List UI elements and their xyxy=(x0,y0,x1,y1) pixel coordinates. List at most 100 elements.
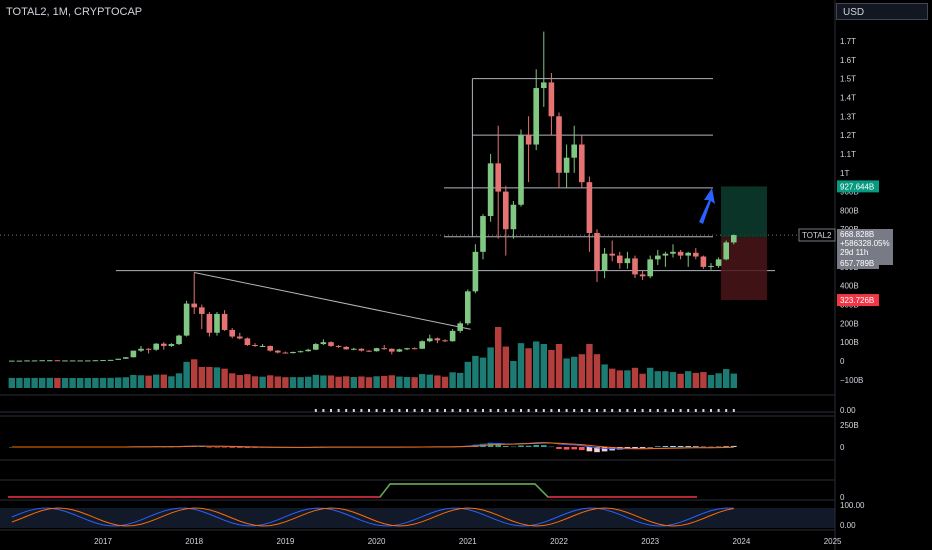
volume-bar xyxy=(730,373,737,388)
candle-body xyxy=(297,351,304,353)
candle-body xyxy=(487,163,494,217)
macd-histogram-bar xyxy=(723,446,729,447)
signal-marker xyxy=(368,409,370,412)
candle-body xyxy=(396,349,403,352)
price-axis: 1.7T1.6T1.5T1.4T1.3T1.2T1.1T1T900B800B70… xyxy=(840,37,865,530)
candle-body xyxy=(525,135,532,145)
candles xyxy=(9,31,737,362)
price-tick-label: 1.4T xyxy=(840,93,856,102)
candle-body xyxy=(244,338,251,345)
macd-histogram-bar xyxy=(677,446,684,447)
volume-bar xyxy=(647,367,654,388)
macd-histogram-bar xyxy=(548,446,555,448)
signal-marker xyxy=(717,409,720,412)
step-line-up xyxy=(379,483,549,498)
panel-tick-label: 250B xyxy=(840,421,859,430)
signal-marker xyxy=(664,409,667,412)
volume-bar xyxy=(335,376,342,388)
price-tick-label: 400B xyxy=(840,282,859,291)
signal-marker xyxy=(406,409,408,412)
signal-line xyxy=(11,442,734,450)
macd-histogram-bar xyxy=(229,447,235,448)
target-zone xyxy=(721,186,767,238)
candle-body xyxy=(54,360,61,362)
volume-bar xyxy=(654,371,661,388)
volume-bar xyxy=(381,375,388,388)
candle-body xyxy=(449,330,456,342)
candle-body xyxy=(221,313,228,330)
candle-body xyxy=(77,360,83,362)
signal-marker xyxy=(694,409,697,412)
volume-bar xyxy=(183,361,190,388)
volume-bar xyxy=(122,377,129,388)
candle-body xyxy=(282,352,289,354)
macd-histogram-bar xyxy=(731,445,737,447)
entry-price-label-bg xyxy=(837,257,879,269)
volume-bar xyxy=(39,377,46,388)
signal-marker xyxy=(687,409,690,412)
currency-selector[interactable]: USD xyxy=(836,3,928,20)
macd-histogram-bar xyxy=(533,444,539,447)
candle-body xyxy=(594,233,600,271)
chart-title: TOTAL2, 1M, CRYPTOCAP xyxy=(6,6,143,18)
candle-body xyxy=(647,259,653,277)
panel-tick-label: 100.00 xyxy=(840,501,865,510)
candle-body xyxy=(115,358,121,360)
volume-bar xyxy=(137,375,145,388)
candle-body xyxy=(153,343,159,350)
time-tick-label: 2021 xyxy=(459,537,477,546)
target-price-label: 927.644B xyxy=(840,182,874,191)
candle-body xyxy=(85,360,91,362)
time-tick-label: 2019 xyxy=(277,537,295,546)
candle-body xyxy=(252,345,258,346)
volume-bars xyxy=(8,327,737,388)
candle-body xyxy=(533,88,539,145)
volume-bar xyxy=(54,377,61,388)
signal-marker xyxy=(542,409,545,412)
volume-bar xyxy=(99,377,107,388)
signal-marker xyxy=(672,409,674,412)
candle-body xyxy=(411,348,418,350)
volume-bar xyxy=(213,367,221,388)
candle-body xyxy=(404,348,410,350)
candle-body xyxy=(92,360,99,362)
candle-body xyxy=(358,348,365,351)
macd-histogram-bar xyxy=(579,447,585,451)
volume-bar xyxy=(525,348,532,388)
volume-bar xyxy=(571,356,578,388)
signal-marker xyxy=(497,409,500,412)
candle-body xyxy=(343,346,349,350)
candle-body xyxy=(69,360,76,362)
signal-marker xyxy=(421,409,424,412)
volume-bar xyxy=(449,372,456,388)
price-tick-label: 1.5T xyxy=(840,75,856,84)
price-tick-label: 1.3T xyxy=(840,112,856,121)
signal-marker xyxy=(360,409,363,412)
price-labels: 927.644B TOTAL2 668.828B+586328.05%29d 11h… xyxy=(798,180,893,307)
price-tick-label: 1.6T xyxy=(840,56,856,65)
signal-marker xyxy=(459,409,462,412)
candle-body xyxy=(715,259,722,266)
signal-marker xyxy=(535,409,538,412)
signal-marker xyxy=(611,409,614,412)
candle-body xyxy=(214,313,220,333)
signal-marker xyxy=(679,409,682,412)
price-tick-label: 100B xyxy=(840,338,859,347)
signal-marker xyxy=(451,409,454,412)
candle-body xyxy=(168,344,175,346)
volume-bar xyxy=(297,377,304,388)
stoch-k-line xyxy=(11,507,734,527)
volume-bar xyxy=(251,376,259,388)
candle-body xyxy=(313,344,319,350)
candle-body xyxy=(617,255,623,264)
candle-body xyxy=(335,345,342,347)
trendline xyxy=(194,272,471,330)
candle-body xyxy=(427,338,433,342)
macd-histogram-bar xyxy=(237,447,243,448)
time-tick-label: 2022 xyxy=(550,537,568,546)
candle-body xyxy=(518,135,524,205)
volume-bar xyxy=(259,376,266,388)
current-price-info: +586328.05% xyxy=(840,239,890,248)
candle-body xyxy=(9,360,15,362)
